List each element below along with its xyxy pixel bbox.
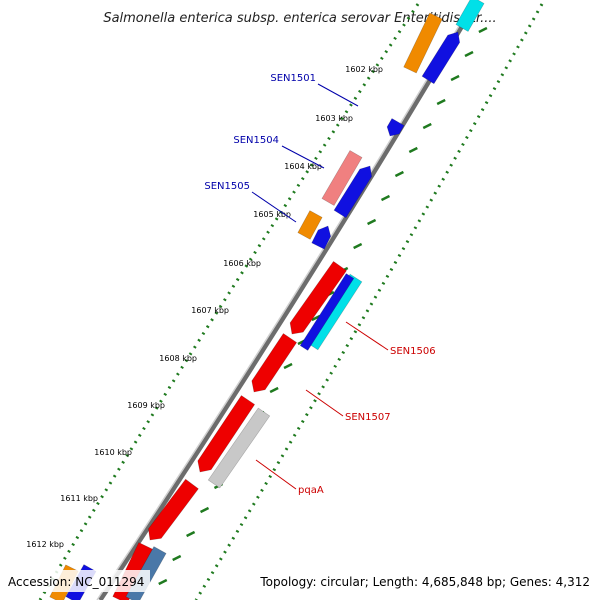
outer-tick xyxy=(464,50,474,58)
scale-label: 1609 kbp xyxy=(127,401,165,410)
outer-tick xyxy=(353,242,363,250)
scale-label: 1606 kbp xyxy=(223,259,261,268)
outer-tick xyxy=(311,314,321,322)
outer-tick xyxy=(269,386,279,394)
gene-label-leader xyxy=(305,389,344,417)
gene-arrow-cyan xyxy=(455,0,485,32)
outer-tick xyxy=(408,146,418,154)
scale-label: 1608 kbp xyxy=(159,354,197,363)
outer-dotted-ring xyxy=(194,3,544,600)
outer-tick xyxy=(283,362,293,370)
outer-tick xyxy=(199,506,210,514)
accession-text: Accession: NC_011294 xyxy=(8,575,144,589)
outer-tick xyxy=(422,122,432,130)
scale-label: 1611 kbp xyxy=(60,494,98,503)
outer-tick xyxy=(394,170,404,178)
gene-arrow-orange-1505 xyxy=(297,210,323,240)
scale-label: 1603 kbp xyxy=(315,114,353,123)
outer-tick xyxy=(436,98,446,106)
gene-label-sen1505[interactable]: SEN1505 xyxy=(204,181,250,192)
genome-backbone-highlight xyxy=(96,3,473,600)
gene-features xyxy=(49,0,485,600)
scale-labels: 1602 kbp 1603 kbp 1604 kbp 1605 kbp 1606 kbp… xyxy=(26,65,383,549)
inner-dotted-ring xyxy=(38,3,420,600)
gene-label-sen1501[interactable]: SEN1501 xyxy=(270,73,316,84)
scale-label: 1605 kbp xyxy=(253,210,291,219)
outer-tick xyxy=(380,194,391,202)
gene-label-sen1504[interactable]: SEN1504 xyxy=(233,135,279,146)
gene-arrow-red-4 xyxy=(148,478,199,541)
outer-tick xyxy=(367,218,377,226)
gene-arrow-blue-small xyxy=(386,118,405,137)
gene-arrow-blue xyxy=(421,31,461,85)
scale-label: 1604 kbp xyxy=(284,162,322,171)
footer-left-bg xyxy=(4,570,150,592)
gene-label-sen1506[interactable]: SEN1506 xyxy=(390,346,436,357)
gene-arrow-blue-1506 xyxy=(299,273,355,351)
outer-tick xyxy=(450,74,460,82)
gene-arrow-red-1 xyxy=(289,260,347,335)
gene-arrow-blue-1504 xyxy=(333,165,373,219)
gene-arrow-gray-pqaA xyxy=(207,407,271,489)
footer-right-bg xyxy=(256,570,596,592)
gene-label-sen1507[interactable]: SEN1507 xyxy=(345,412,391,423)
gene-label-leader xyxy=(281,145,325,169)
gene-label-leader xyxy=(317,83,359,107)
scale-label: 1607 kbp xyxy=(191,306,229,315)
outer-tick xyxy=(186,530,196,538)
map-title: Salmonella enterica subsp. enterica sero… xyxy=(103,11,496,26)
scale-label: 1610 kbp xyxy=(94,448,132,457)
gene-arrow-pink xyxy=(321,150,363,206)
genome-summary-text: Topology: circular; Length: 4,685,848 bp… xyxy=(259,575,590,589)
outer-tick xyxy=(172,554,182,562)
gene-label-leader xyxy=(345,321,389,351)
gene-arrow-red-3 xyxy=(197,395,256,473)
gene-arrow-orange xyxy=(403,12,443,74)
gene-arrow-red-2 xyxy=(251,333,298,393)
scale-label: 1602 kbp xyxy=(345,65,383,74)
gene-label-leader xyxy=(255,459,297,490)
outer-tick xyxy=(158,578,168,586)
genome-backbone xyxy=(97,2,478,600)
outer-tick xyxy=(478,26,488,34)
gene-arrow-blue-1505 xyxy=(311,225,332,250)
scale-label: 1612 kbp xyxy=(26,540,64,549)
gene-label-pqaa[interactable]: pqaA xyxy=(298,485,324,496)
gene-label-leader xyxy=(251,191,297,223)
gene-labels: SEN1501 SEN1504 SEN1505 SEN1506 SEN1507 pqaA xyxy=(204,73,435,496)
